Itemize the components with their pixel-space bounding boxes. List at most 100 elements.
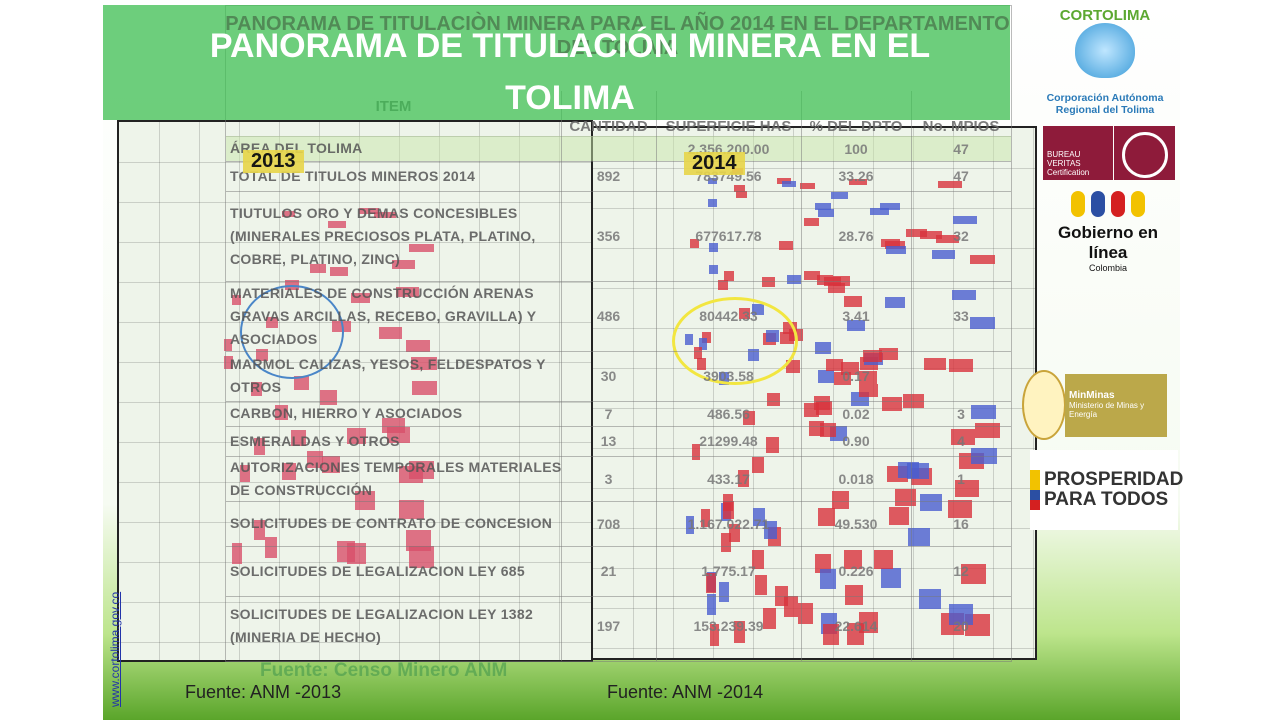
logo-cortolima: CORTOLIMA Corporación Autónoma Regional … bbox=[1040, 5, 1170, 120]
map-grid-line bbox=[593, 368, 1035, 369]
logo-drop bbox=[1075, 23, 1135, 78]
map-parcel bbox=[754, 574, 767, 595]
table-cell: 16 bbox=[953, 515, 969, 532]
map-grid-line bbox=[713, 128, 714, 658]
table-cell: 1.775.17 bbox=[701, 563, 756, 579]
map-parcel bbox=[373, 211, 396, 219]
map-parcel bbox=[701, 509, 711, 527]
map-parcel bbox=[951, 289, 976, 300]
logo-minminas: MinMinas Ministerio de Minas y Energía bbox=[1065, 374, 1167, 437]
map-grid-line bbox=[593, 568, 1035, 569]
row-line bbox=[226, 596, 1011, 597]
map-grid-line bbox=[593, 648, 1035, 649]
table-cell: 32 bbox=[953, 228, 969, 244]
table-cell: 1 bbox=[957, 470, 965, 487]
map-parcel bbox=[722, 494, 733, 512]
map-grid-line bbox=[593, 248, 1035, 249]
table-cell: 433.17 bbox=[707, 470, 750, 487]
map-parcel bbox=[709, 623, 720, 646]
table-cell: 0.02 bbox=[842, 405, 870, 422]
map-parcel bbox=[919, 588, 942, 610]
map-parcel bbox=[358, 208, 380, 215]
map-grid-line bbox=[319, 122, 320, 660]
map-parcel bbox=[706, 594, 717, 615]
map-parcel bbox=[274, 404, 288, 420]
map-grid-line bbox=[753, 128, 754, 658]
map-grid-line bbox=[593, 448, 1035, 449]
logo-text: Gobierno en línea bbox=[1057, 223, 1159, 262]
map-parcel bbox=[723, 270, 735, 281]
map-parcel bbox=[804, 270, 820, 281]
figure bbox=[1071, 191, 1085, 217]
map-parcel bbox=[881, 568, 901, 588]
map-parcel bbox=[859, 611, 879, 634]
map-parcel bbox=[800, 182, 816, 190]
map-parcel bbox=[841, 361, 859, 375]
map-parcel bbox=[765, 437, 779, 453]
map-parcel bbox=[818, 507, 835, 526]
map-parcel bbox=[717, 280, 728, 291]
highlight-circle bbox=[672, 297, 798, 385]
table-cell: 0.90 bbox=[842, 433, 870, 449]
map-grid-line bbox=[119, 202, 591, 203]
map-parcel bbox=[239, 464, 250, 483]
table-cell: 49.530 bbox=[834, 515, 878, 532]
col-line bbox=[656, 91, 657, 661]
map-parcel bbox=[707, 177, 717, 184]
map-grid-line bbox=[593, 528, 1035, 529]
logo-gobierno: Gobierno en línea Colombia bbox=[1043, 185, 1173, 273]
col-line bbox=[561, 91, 562, 661]
map-grid-line bbox=[359, 122, 360, 660]
map-grid-line bbox=[119, 522, 591, 523]
row-line bbox=[226, 351, 1011, 352]
logo-prosperidad: PROSPERIDAD PARA TODOS bbox=[1030, 450, 1183, 530]
map-parcel bbox=[330, 267, 349, 277]
map-grid-line bbox=[593, 208, 1035, 209]
map-parcel bbox=[405, 340, 431, 353]
table-cell: 47 bbox=[953, 168, 969, 184]
map-parcel bbox=[752, 508, 766, 527]
map-parcel bbox=[949, 604, 973, 626]
map-grid-line bbox=[913, 128, 914, 658]
map-parcel bbox=[831, 191, 849, 199]
map-parcel bbox=[306, 451, 323, 469]
table-cell: 486.56 bbox=[707, 405, 750, 422]
map-parcel bbox=[346, 427, 367, 444]
map-parcel bbox=[804, 218, 820, 226]
row-line bbox=[226, 401, 1011, 402]
table-cell: 22.614 bbox=[834, 618, 878, 634]
map-grid-line bbox=[633, 128, 634, 658]
table-item: SOLICITUDES DE LEGALIZACION LEY 685 bbox=[230, 562, 525, 579]
map-parcel bbox=[847, 319, 865, 332]
map-parcel bbox=[251, 381, 262, 396]
map-grid-line bbox=[279, 122, 280, 660]
row-line bbox=[226, 191, 1011, 192]
logo-text: Ministerio de Minas y Energía bbox=[1069, 401, 1145, 419]
table-cell: 197 bbox=[596, 618, 621, 634]
map-parcel bbox=[779, 241, 794, 250]
table-cell: 47 bbox=[953, 140, 969, 157]
map-grid-line bbox=[953, 128, 954, 658]
map-parcel bbox=[961, 563, 986, 584]
table-header: SUPERFICIE HAS bbox=[665, 117, 792, 135]
logo-text: Corporación Autónoma Regional del Tolima bbox=[1046, 92, 1164, 116]
table-cell: 30 bbox=[600, 368, 617, 384]
table-cell: 28.76 bbox=[838, 228, 874, 244]
map-grid-line bbox=[593, 288, 1035, 289]
map-parcel bbox=[786, 274, 801, 285]
map-parcel bbox=[873, 549, 893, 569]
table-header: No. MPIOS bbox=[922, 117, 1000, 135]
map-parcel bbox=[803, 402, 819, 417]
map-parcel bbox=[951, 429, 976, 445]
map-parcel bbox=[880, 203, 901, 211]
logo-certification: BUREAU VERITAS Certification bbox=[1043, 126, 1113, 180]
map-parcel bbox=[734, 621, 746, 644]
table-cell: 486 bbox=[596, 308, 621, 324]
map-parcel bbox=[399, 499, 424, 519]
map-parcel bbox=[707, 199, 718, 207]
table-item: MARMOL CALIZAS, YESOS, FELDESPATOS Y OTR… bbox=[230, 356, 546, 395]
table-cell: 356 bbox=[596, 228, 621, 244]
map-parcel bbox=[766, 392, 780, 407]
map-parcel bbox=[920, 230, 943, 240]
table-cell: 12 bbox=[953, 563, 969, 579]
